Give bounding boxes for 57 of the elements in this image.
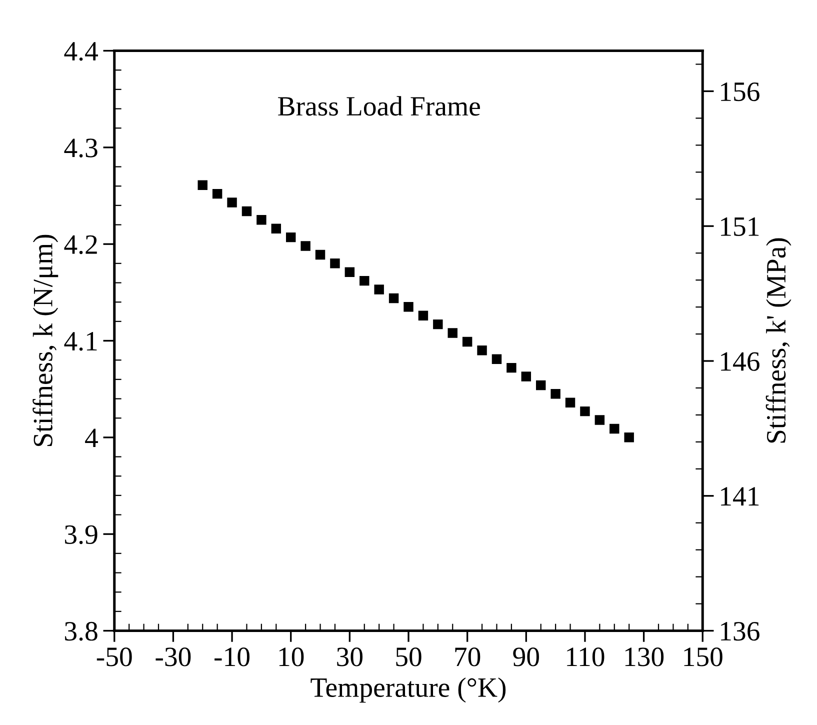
- y-tick-label: 4: [85, 428, 98, 448]
- y-tick-label: 4.4: [64, 42, 98, 61]
- y2-axis-title: Stiffness, k' (MPa): [766, 238, 792, 443]
- point: [271, 224, 282, 234]
- point: [242, 206, 252, 216]
- point: [256, 215, 266, 225]
- x-tick-label: 30: [337, 648, 363, 666]
- point: [286, 232, 296, 242]
- point: [521, 372, 532, 382]
- y-tick-label: 3.9: [65, 525, 98, 544]
- point: [550, 389, 560, 399]
- point: [624, 432, 634, 442]
- y2-tick-label: 136: [721, 622, 760, 641]
- point: [433, 319, 443, 330]
- y-tick-label: 4.1: [64, 332, 97, 351]
- x-tick-label: 150: [684, 648, 722, 666]
- x-tick-label: 10: [279, 648, 304, 666]
- point: [594, 415, 605, 425]
- x-tick-label: 90: [513, 648, 539, 666]
- point: [448, 328, 458, 338]
- y-tick-label: 3.8: [65, 622, 98, 641]
- point: [477, 346, 487, 356]
- x-tick-label: 130: [625, 648, 664, 666]
- point: [462, 336, 472, 347]
- y2-tick-label: 146: [721, 352, 760, 371]
- point: [492, 354, 502, 364]
- point: [360, 276, 370, 286]
- x-tick-label: -50: [96, 648, 132, 666]
- annotation: Brass Load Frame: [278, 96, 480, 116]
- point: [404, 302, 414, 312]
- y-axis-title: Stiffness, k (N/μm): [32, 234, 58, 446]
- point: [506, 362, 516, 373]
- y2-tick-label: 141: [721, 487, 759, 506]
- y-tick-label: 4.3: [64, 138, 98, 158]
- x-axis-title: Temperature (°K): [310, 677, 506, 703]
- point: [330, 258, 340, 268]
- point: [212, 188, 222, 199]
- point: [227, 198, 237, 208]
- point: [536, 380, 546, 390]
- point: [344, 267, 355, 277]
- x-tick-label: 50: [396, 648, 422, 666]
- point: [300, 241, 310, 251]
- point: [565, 398, 576, 408]
- y-tick-label: 4.2: [64, 235, 97, 254]
- point: [580, 406, 590, 416]
- point: [198, 180, 208, 190]
- y2-tick-label: 151: [721, 217, 759, 236]
- x-tick-label: 70: [455, 648, 480, 666]
- x-tick-label: 110: [567, 648, 604, 666]
- point: [610, 424, 620, 434]
- point: [315, 250, 326, 260]
- point: [388, 293, 399, 304]
- y2-tick-label: 156: [721, 82, 760, 102]
- point: [374, 284, 384, 294]
- x-tick-label: -30: [156, 648, 191, 666]
- x-tick-label: -10: [214, 648, 250, 666]
- point: [418, 310, 428, 320]
